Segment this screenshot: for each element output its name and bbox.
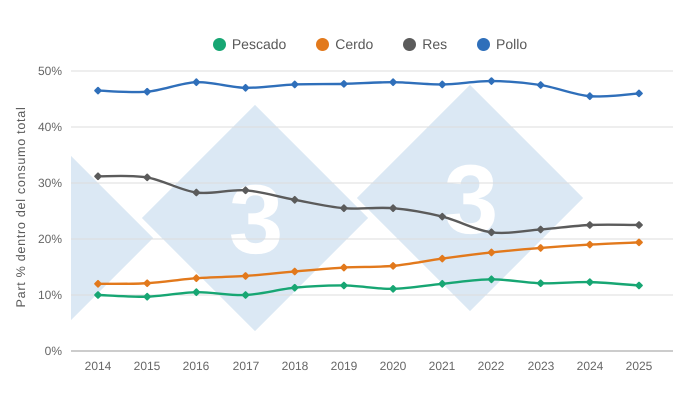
- svg-text:2021: 2021: [429, 359, 456, 373]
- svg-text:2016: 2016: [183, 359, 210, 373]
- svg-text:2023: 2023: [528, 359, 555, 373]
- svg-text:2024: 2024: [577, 359, 604, 373]
- svg-text:2025: 2025: [626, 359, 653, 373]
- svg-text:0%: 0%: [45, 344, 63, 358]
- svg-text:40%: 40%: [38, 120, 62, 134]
- svg-text:2022: 2022: [478, 359, 505, 373]
- svg-text:2018: 2018: [282, 359, 309, 373]
- svg-text:20%: 20%: [38, 232, 62, 246]
- svg-text:2020: 2020: [380, 359, 407, 373]
- svg-text:2015: 2015: [134, 359, 161, 373]
- svg-text:2014: 2014: [85, 359, 112, 373]
- svg-text:2019: 2019: [331, 359, 358, 373]
- svg-text:2017: 2017: [233, 359, 260, 373]
- svg-text:50%: 50%: [38, 64, 62, 78]
- svg-text:30%: 30%: [38, 176, 62, 190]
- svg-text:10%: 10%: [38, 288, 62, 302]
